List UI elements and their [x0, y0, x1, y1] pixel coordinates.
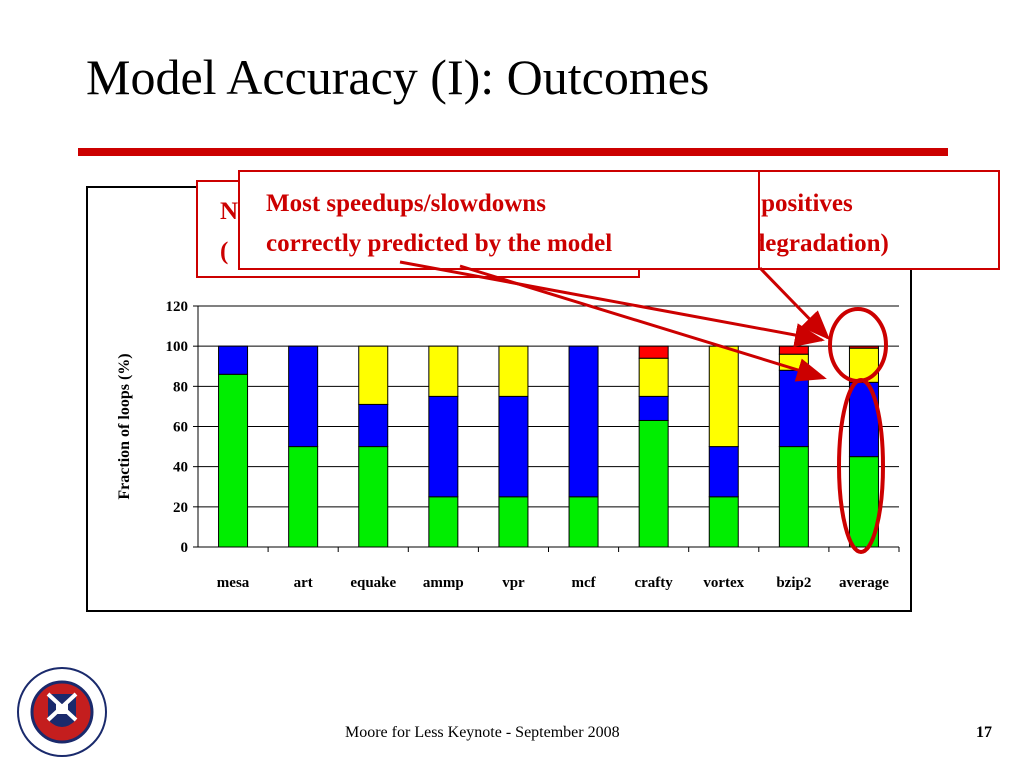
- bar-segment-blue: [848, 381, 879, 458]
- page-number: 17: [976, 724, 992, 741]
- x-tick-label: vpr: [502, 575, 525, 591]
- bar-segment-blue: [218, 345, 249, 375]
- footer-text: Moore for Less Keynote - September 2008: [345, 724, 620, 741]
- y-axis-label: Fraction of loops (%): [116, 353, 133, 499]
- x-tick-label: equake: [350, 575, 396, 591]
- bar-segment-blue: [288, 345, 319, 448]
- x-tick-label: mcf: [571, 575, 596, 591]
- bar-segment-green: [218, 373, 249, 548]
- y-tick-label: 100: [166, 339, 189, 355]
- bar-segment-green: [568, 496, 599, 548]
- callout-back-right-line1: se positives: [734, 190, 853, 217]
- bar-segment-green: [848, 456, 879, 548]
- bar-segment-yellow: [638, 357, 669, 397]
- callout-front-line1: Most speedups/slowdowns: [266, 190, 546, 217]
- bar-segment-yellow: [848, 347, 879, 383]
- bar-segment-yellow: [498, 345, 529, 397]
- university-logo: [17, 667, 107, 757]
- x-tick-label: ammp: [423, 575, 464, 591]
- slide-title: Model Accuracy (I): Outcomes: [86, 49, 710, 105]
- bar-segment-green: [778, 446, 809, 548]
- y-tick-label: 80: [173, 379, 188, 395]
- y-tick-label: 40: [173, 460, 188, 476]
- bar-segment-blue: [428, 395, 459, 498]
- callout-back-right-line2: e degradation): [734, 230, 889, 257]
- bar-segment-red: [848, 345, 879, 349]
- x-tick-label: average: [839, 575, 889, 591]
- bar-segment-yellow: [778, 353, 809, 371]
- x-tick-label: bzip2: [776, 575, 811, 591]
- x-tick-label: mesa: [217, 575, 250, 591]
- bar-segment-blue: [638, 395, 669, 421]
- callout-front: Most speedups/slowdowns correctly predic…: [238, 170, 760, 270]
- y-tick-label: 0: [181, 540, 189, 556]
- bar-segment-green: [708, 496, 739, 548]
- x-tick-label: crafty: [634, 575, 673, 591]
- bar-segment-green: [428, 496, 459, 548]
- callout-back-left-line2: (: [220, 238, 229, 265]
- bar-segment-green: [638, 419, 669, 548]
- bar-segment-blue: [708, 446, 739, 498]
- bar-segment-green: [288, 446, 319, 548]
- y-tick-label: 60: [173, 420, 188, 436]
- bar-segment-red: [638, 345, 669, 359]
- bar-segment-yellow: [358, 345, 389, 405]
- bar-segment-blue: [358, 403, 389, 448]
- y-tick-label: 120: [166, 299, 189, 315]
- x-tick-label: vortex: [703, 575, 744, 591]
- bar-segment-blue: [568, 345, 599, 498]
- title-rule: [78, 148, 948, 156]
- x-tick-label: art: [294, 575, 313, 591]
- y-tick-label: 20: [173, 500, 188, 516]
- bar-segment-yellow: [708, 345, 739, 448]
- callout-back-left-line1: N: [220, 198, 239, 225]
- bar-segment-red: [778, 345, 809, 355]
- bar-segment-blue: [778, 369, 809, 448]
- bar-segment-blue: [498, 395, 529, 498]
- bar-segment-green: [358, 446, 389, 548]
- callout-front-line2: correctly predicted by the model: [266, 230, 613, 257]
- bar-segment-yellow: [428, 345, 459, 397]
- bar-segment-green: [498, 496, 529, 548]
